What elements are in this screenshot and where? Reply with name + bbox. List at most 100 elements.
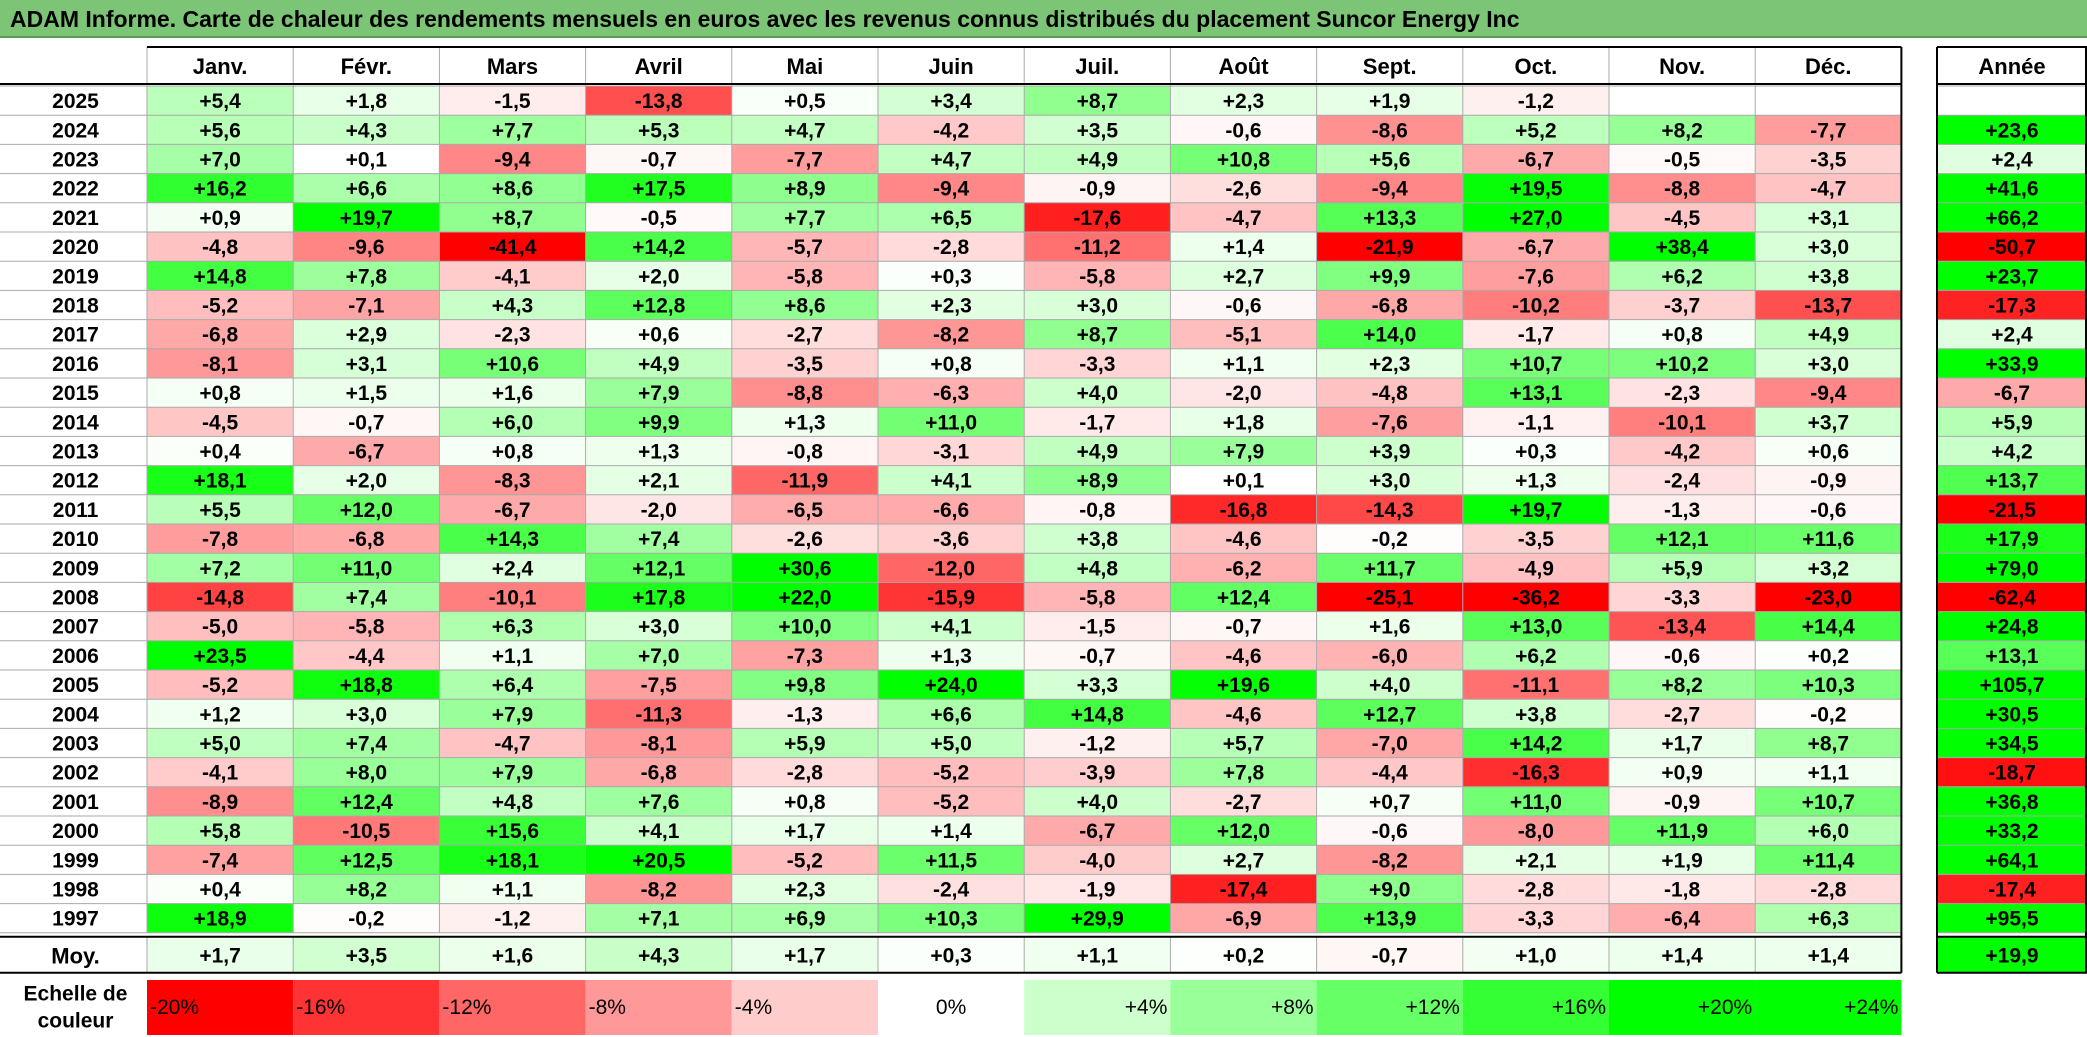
cell-value: +0,1 — [346, 149, 388, 172]
heatmap-cell — [585, 786, 732, 816]
cell-value: -17,6 — [1073, 207, 1121, 230]
cell-value: -10,1 — [1658, 411, 1706, 434]
heatmap-cell — [293, 874, 440, 904]
cell-value: -3,5 — [1518, 528, 1555, 551]
scale-stop-label: -20% — [150, 996, 199, 1019]
cell-value: +4,9 — [1077, 149, 1118, 172]
heatmap-cell — [1316, 786, 1463, 816]
heatmap-cell — [147, 378, 294, 408]
average-value: +1,6 — [492, 944, 533, 967]
heatmap-cell — [1024, 348, 1171, 378]
heatmap-cell — [878, 144, 1025, 174]
heatmap-cell — [731, 232, 878, 262]
heatmap-cell — [1316, 465, 1463, 495]
annual-cell — [1937, 611, 2087, 641]
cell-value: +3,0 — [638, 616, 679, 639]
cell-value: +9,9 — [638, 411, 679, 434]
average-value: +1,4 — [1808, 944, 1850, 967]
heatmap-cell — [293, 903, 440, 933]
cell-value: -8,8 — [787, 382, 824, 405]
cell-value: +6,2 — [1515, 645, 1556, 668]
cell-value: +1,1 — [492, 645, 534, 668]
heatmap-cell — [731, 436, 878, 466]
year-label-2024: 2024 — [52, 119, 99, 142]
average-cell — [585, 936, 732, 973]
heatmap-cell — [1024, 786, 1171, 816]
heatmap-cell — [439, 699, 586, 729]
heatmap-cell — [878, 874, 1025, 904]
heatmap-cell — [1609, 553, 1756, 583]
cell-value: -4,6 — [1225, 528, 1261, 551]
scale-stop-label: +16% — [1552, 996, 1606, 1019]
heatmap-cell — [731, 378, 878, 408]
cell-value: -11,3 — [635, 703, 682, 726]
heatmap-cell — [585, 86, 732, 116]
cell-value: +0,4 — [199, 879, 241, 902]
cell-value: +6,6 — [930, 703, 971, 726]
cell-value: +18,8 — [340, 674, 393, 697]
heatmap-cell — [147, 786, 294, 816]
cell-value: -4,2 — [1664, 441, 1700, 464]
cell-value: +14,8 — [194, 265, 247, 288]
annual-cell — [1937, 582, 2087, 612]
heatmap-cell — [1316, 553, 1463, 583]
heatmap-cell — [1462, 465, 1609, 495]
heatmap-cell — [1609, 202, 1756, 232]
cell-value: -3,6 — [933, 528, 969, 551]
average-annual-value: +19,9 — [1985, 944, 2038, 967]
cell-value: +6,0 — [492, 411, 533, 434]
cell-value: -3,5 — [1810, 149, 1847, 172]
heatmap-cell — [1609, 494, 1756, 524]
cell-value: +7,7 — [784, 207, 825, 230]
cell-value: -8,2 — [933, 324, 969, 347]
heatmap-cell — [1024, 378, 1171, 408]
cell-value: +1,6 — [492, 382, 533, 405]
heatmap-cell — [1024, 728, 1171, 758]
cell-value: -10,2 — [1512, 295, 1560, 318]
heatmap-cell — [1755, 611, 1902, 641]
heatmap-cell — [1462, 261, 1609, 291]
cell-value: -3,3 — [1518, 908, 1554, 931]
heatmap-cell — [878, 86, 1025, 116]
cell-value: -7,1 — [348, 295, 385, 318]
cell-value: -1,9 — [1079, 879, 1115, 902]
cell-value: -23,0 — [1804, 587, 1852, 610]
heatmap-cell — [1755, 494, 1902, 524]
annual-value: +13,1 — [1985, 645, 2038, 668]
cell-value: +0,8 — [492, 441, 534, 464]
year-label-2012: 2012 — [52, 470, 99, 493]
cell-value: +8,6 — [492, 178, 533, 201]
heatmap-cell — [585, 407, 732, 437]
heatmap-cell — [293, 728, 440, 758]
cell-value: +9,0 — [1369, 879, 1410, 902]
cell-value: -5,8 — [787, 265, 824, 288]
heatmap-cell — [1462, 348, 1609, 378]
heatmap-cell — [293, 699, 440, 729]
cell-value: +8,7 — [1077, 90, 1118, 113]
heatmap-cell — [731, 86, 878, 116]
heatmap-cell — [585, 728, 732, 758]
scale-label-line2: couleur — [38, 1010, 114, 1033]
heatmap-cell — [439, 144, 586, 174]
cell-value: -6,8 — [348, 528, 385, 551]
heatmap-cell — [878, 202, 1025, 232]
heatmap-cell — [1462, 699, 1609, 729]
heatmap-cell — [1024, 407, 1171, 437]
heatmap-cell — [293, 378, 440, 408]
heatmap-cell — [1024, 845, 1171, 875]
cell-value: -6,5 — [787, 499, 824, 522]
annual-cell — [1937, 728, 2087, 758]
heatmap-cell — [1755, 348, 1902, 378]
cell-value: +1,1 — [1223, 353, 1265, 376]
scale-stop-label: -8% — [589, 996, 626, 1019]
annual-value: +36,8 — [1985, 791, 2038, 814]
cell-value: -25,1 — [1366, 587, 1414, 610]
heatmap-cell — [1462, 816, 1609, 846]
heatmap-cell — [293, 757, 440, 787]
heatmap-cell — [293, 494, 440, 524]
cell-value: -36,2 — [1512, 587, 1560, 610]
cell-value: -5,2 — [933, 762, 969, 785]
cell-value: +1,3 — [638, 441, 679, 464]
cell-value: +8,9 — [784, 178, 825, 201]
heatmap-cell — [439, 115, 586, 145]
